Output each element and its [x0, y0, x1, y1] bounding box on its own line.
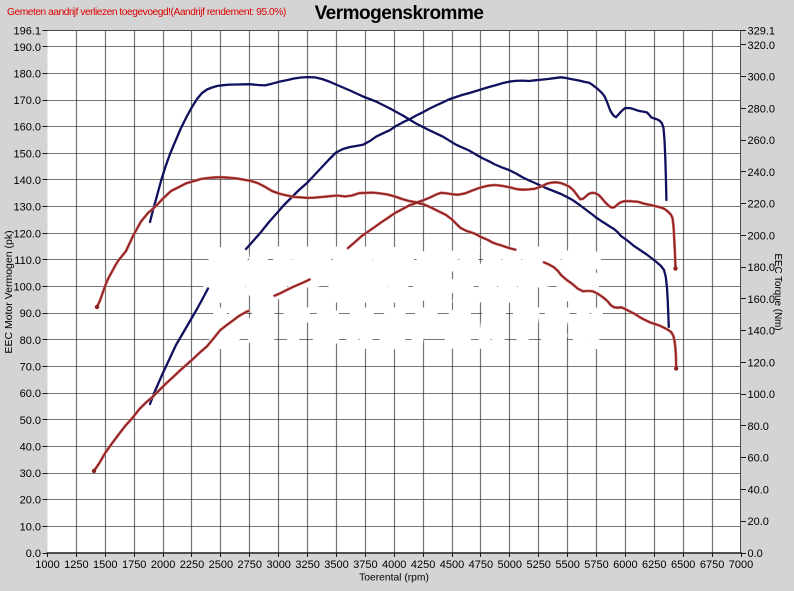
svg-text:1000: 1000	[35, 559, 59, 571]
svg-text:160.0: 160.0	[748, 294, 776, 306]
svg-text:2750: 2750	[238, 559, 262, 571]
svg-text:0.0: 0.0	[26, 548, 41, 560]
svg-text:6750: 6750	[700, 559, 724, 571]
svg-text:120.0: 120.0	[748, 358, 776, 370]
svg-text:Vermogenskromme: Vermogenskromme	[315, 3, 484, 24]
svg-text:6500: 6500	[671, 559, 695, 571]
svg-text:140.0: 140.0	[748, 326, 776, 338]
svg-text:3500: 3500	[324, 559, 348, 571]
svg-text:1500: 1500	[93, 559, 117, 571]
svg-text:160.0: 160.0	[13, 122, 41, 134]
svg-text:320.0: 320.0	[748, 40, 776, 52]
svg-text:4750: 4750	[469, 559, 493, 571]
svg-text:5500: 5500	[555, 559, 579, 571]
svg-text:196.1: 196.1	[13, 26, 41, 38]
svg-text:3250: 3250	[295, 559, 319, 571]
svg-text:SUPERCHIPS: SUPERCHIPS	[208, 241, 601, 310]
svg-text:1250: 1250	[64, 559, 88, 571]
svg-text:70.0: 70.0	[20, 362, 41, 374]
svg-text:10.0: 10.0	[20, 521, 41, 533]
svg-text:110.0: 110.0	[14, 255, 41, 267]
svg-text:1750: 1750	[122, 559, 146, 571]
svg-text:100.0: 100.0	[13, 282, 41, 294]
svg-text:3750: 3750	[353, 559, 377, 571]
svg-text:Gemeten aandrijf verliezen toe: Gemeten aandrijf verliezen toegevoegd!(A…	[7, 7, 286, 18]
svg-text:Toerental (rpm): Toerental (rpm)	[359, 573, 429, 584]
svg-text:300.0: 300.0	[748, 72, 776, 84]
svg-text:80.0: 80.0	[748, 421, 769, 433]
svg-text:2000: 2000	[151, 559, 175, 571]
svg-text:6000: 6000	[613, 559, 637, 571]
svg-text:3000: 3000	[266, 559, 290, 571]
svg-text:5750: 5750	[584, 559, 608, 571]
svg-text:90.0: 90.0	[20, 308, 41, 320]
svg-text:20.0: 20.0	[748, 516, 769, 528]
svg-text:170.0: 170.0	[13, 95, 41, 107]
svg-text:130.0: 130.0	[13, 202, 41, 214]
svg-text:2500: 2500	[209, 559, 233, 571]
svg-text:60.0: 60.0	[748, 453, 769, 465]
svg-text:0.0: 0.0	[748, 548, 763, 560]
svg-text:280.0: 280.0	[748, 104, 776, 116]
svg-text:40.0: 40.0	[748, 485, 769, 497]
svg-text:2250: 2250	[180, 559, 204, 571]
svg-text:220.0: 220.0	[748, 199, 776, 211]
svg-text:180.0: 180.0	[13, 68, 41, 80]
svg-text:140.0: 140.0	[13, 175, 41, 187]
svg-text:6250: 6250	[642, 559, 666, 571]
svg-text:EEC Motor Vermogen (pk): EEC Motor Vermogen (pk)	[3, 230, 15, 353]
svg-text:7000: 7000	[729, 559, 753, 571]
svg-text:260.0: 260.0	[748, 135, 776, 147]
svg-text:190.0: 190.0	[13, 42, 41, 54]
svg-text:5000: 5000	[498, 559, 522, 571]
svg-text:100.0: 100.0	[748, 389, 776, 401]
svg-text:200.0: 200.0	[748, 231, 776, 243]
svg-text:20.0: 20.0	[20, 495, 41, 507]
svg-text:MOTORSPORTEN: MOTORSPORTEN	[212, 305, 609, 354]
svg-text:240.0: 240.0	[748, 167, 776, 179]
svg-text:50.0: 50.0	[20, 415, 41, 427]
svg-text:EEC Torque (Nm): EEC Torque (Nm)	[772, 253, 783, 330]
svg-text:329.1: 329.1	[748, 26, 776, 38]
svg-text:180.0: 180.0	[748, 262, 776, 274]
svg-text:80.0: 80.0	[20, 335, 41, 347]
svg-text:30.0: 30.0	[20, 468, 41, 480]
svg-text:40.0: 40.0	[20, 441, 41, 453]
svg-text:60.0: 60.0	[20, 388, 41, 400]
svg-text:4000: 4000	[382, 559, 406, 571]
svg-text:4250: 4250	[411, 559, 435, 571]
svg-text:5250: 5250	[526, 559, 550, 571]
svg-text:4500: 4500	[440, 559, 464, 571]
svg-text:120.0: 120.0	[13, 228, 41, 240]
svg-text:150.0: 150.0	[13, 148, 41, 160]
